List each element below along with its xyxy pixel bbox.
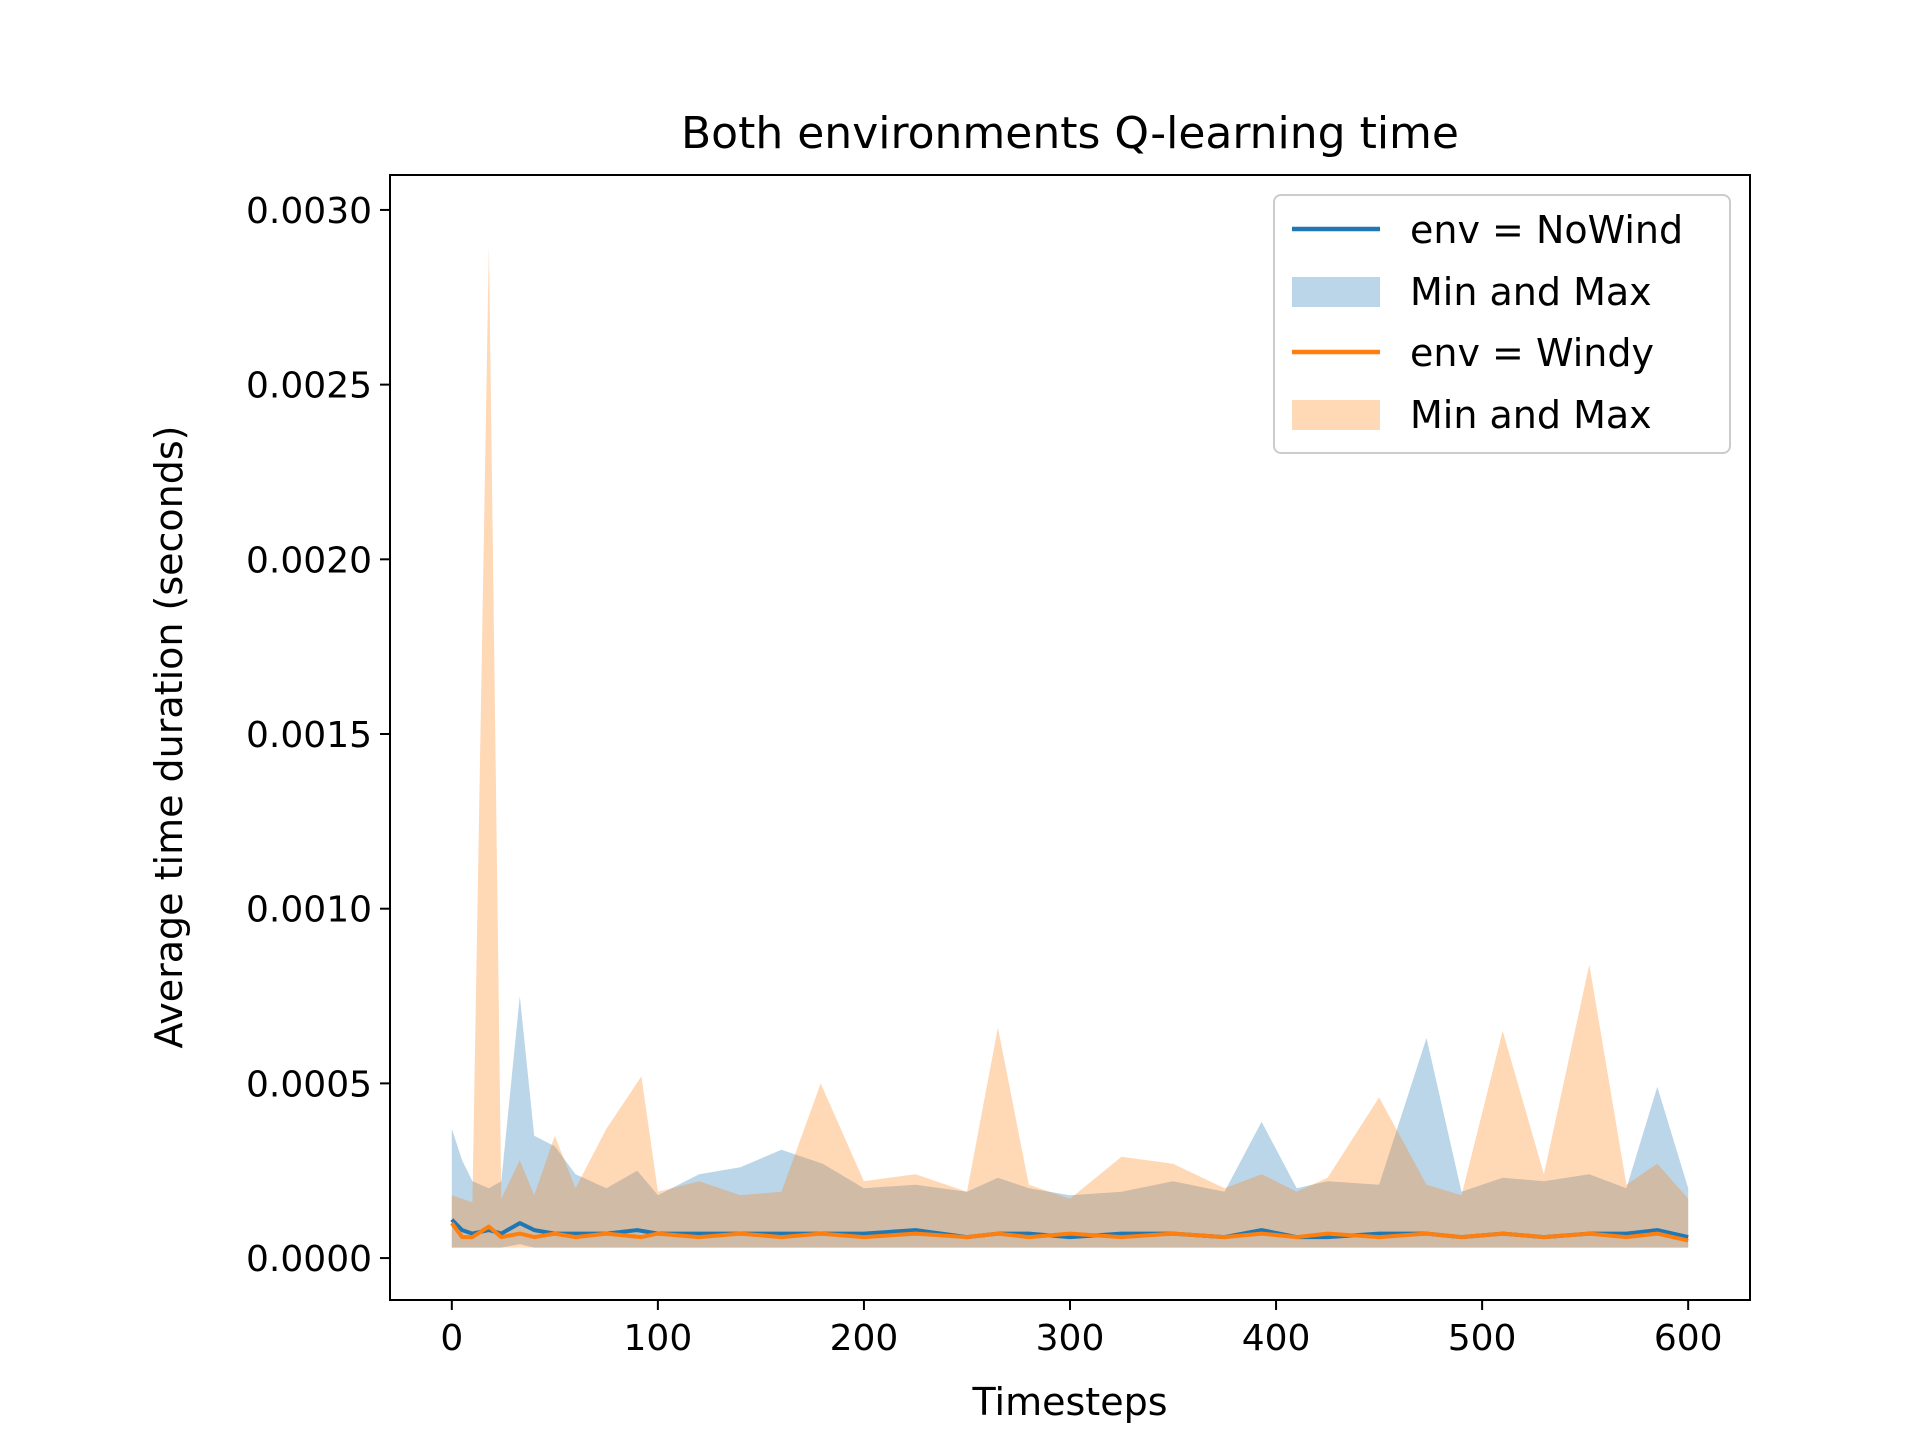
y-tick-label: 0.0000	[246, 1239, 372, 1280]
y-axis-label: Average time duration (seconds)	[147, 425, 191, 1048]
x-tick-label: 300	[1036, 1318, 1105, 1359]
x-axis-label: Timesteps	[972, 1380, 1168, 1424]
x-tick-label: 400	[1242, 1318, 1311, 1359]
y-tick-label: 0.0025	[246, 366, 372, 407]
x-tick-label: 200	[830, 1318, 899, 1359]
legend-label-nowind: env = NoWind	[1410, 208, 1683, 252]
chart-title: Both environments Q-learning time	[681, 108, 1459, 159]
min-max-bands	[451, 244, 1689, 1248]
y-tick-label: 0.0010	[246, 890, 372, 931]
y-axis: 0.0000 0.0005 0.0010 0.0015 0.0020 0.0025 0.00…	[246, 191, 390, 1280]
series-line-windy	[450, 1221, 1689, 1243]
x-tick-label: 600	[1654, 1318, 1723, 1359]
y-tick-label: 0.0020	[246, 540, 372, 581]
y-tick-label: 0.0015	[246, 715, 372, 756]
legend-patch-windy-band	[1292, 400, 1380, 430]
min-max-band-nowind	[451, 996, 1689, 1248]
legend-label-nowind-band: Min and Max	[1410, 270, 1652, 314]
x-tick-label: 0	[440, 1318, 463, 1359]
series-lines	[450, 1218, 1689, 1243]
min-max-band-windy	[451, 244, 1689, 1248]
x-tick-label: 500	[1448, 1318, 1517, 1359]
legend: env = NoWind Min and Max env = Windy Min…	[1273, 194, 1731, 454]
legend-box	[1273, 194, 1731, 454]
x-tick-label: 100	[624, 1318, 693, 1359]
y-tick-label: 0.0030	[246, 191, 372, 232]
legend-patch-nowind-band	[1292, 277, 1380, 307]
legend-label-windy: env = Windy	[1410, 331, 1654, 375]
x-axis: 0 100 200 300 400 500 600	[440, 1300, 1723, 1359]
legend-label-windy-band: Min and Max	[1410, 393, 1652, 437]
y-tick-label: 0.0005	[246, 1064, 372, 1105]
